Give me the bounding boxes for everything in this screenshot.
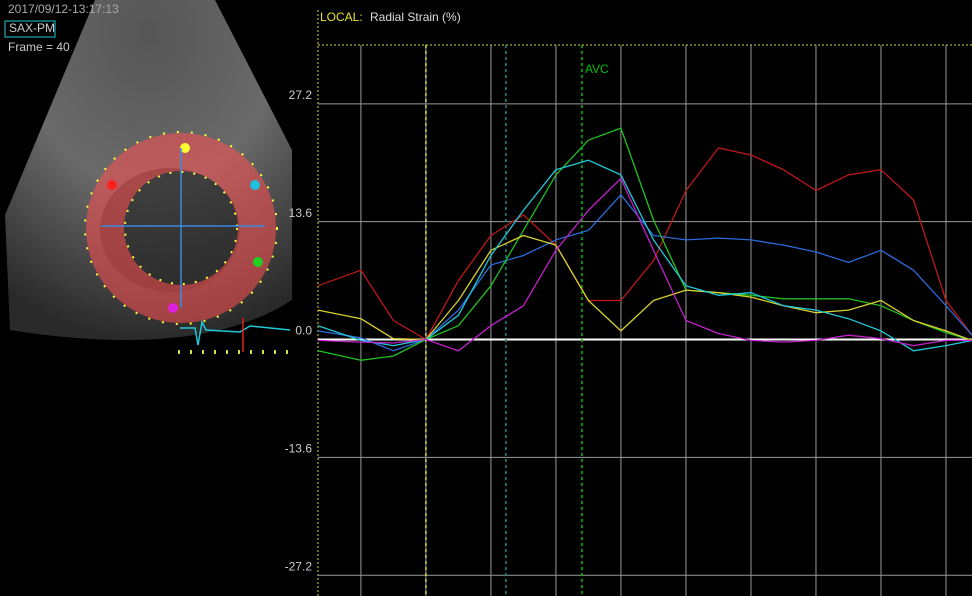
y-tick-label: 27.2: [289, 88, 313, 102]
point: [107, 180, 117, 190]
point: [250, 180, 260, 190]
event-label: AVC: [585, 62, 609, 76]
view-label: SAX-PM: [9, 21, 55, 35]
mode-label: LOCAL:: [320, 10, 363, 24]
point: [253, 257, 263, 267]
y-tick-label: -13.6: [285, 442, 313, 456]
chart-title: Radial Strain (%): [370, 10, 461, 24]
y-tick-label: 0.0: [295, 324, 312, 338]
screen: 2017/09/12-13:17:13 SAX-PM Frame = 40 LO…: [0, 0, 972, 596]
frame-label: Frame = 40: [8, 40, 70, 54]
point: [168, 303, 178, 313]
y-tick-label: 13.6: [289, 206, 313, 220]
timestamp: 2017/09/12-13:17:13: [8, 2, 119, 16]
page: 2017/09/12-13:17:13 SAX-PM Frame = 40 LO…: [0, 0, 972, 596]
y-tick-label: -27.2: [285, 559, 313, 573]
